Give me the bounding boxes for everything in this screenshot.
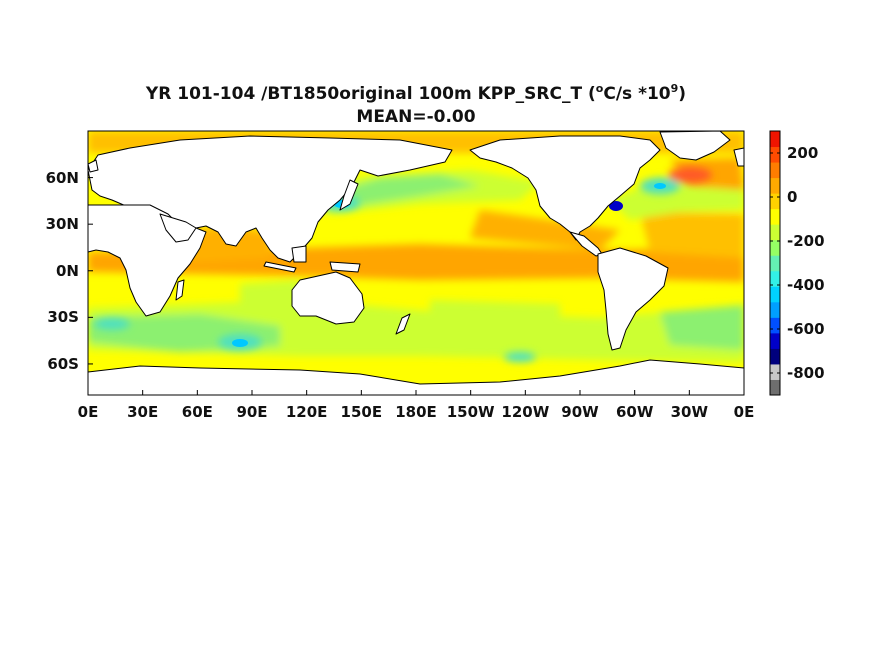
colorbar-tick-label: 0: [787, 188, 798, 206]
colorbar-segment: [770, 208, 780, 225]
colorbar-segment: [770, 363, 780, 380]
colorbar-segment: [770, 146, 780, 163]
colorbar: [770, 131, 780, 396]
colorbar-segment: [770, 317, 780, 334]
x-axis-ticks: [87, 390, 745, 395]
x-tick-label: 120W: [501, 403, 550, 421]
colorbar-tick-label: -200: [787, 232, 825, 250]
colorbar-tick-label: -800: [787, 364, 825, 382]
x-tick-label: 90W: [561, 403, 599, 421]
y-tick-label: 60N: [45, 168, 79, 187]
x-tick-label: 60E: [181, 403, 213, 421]
x-tick-label: 150W: [446, 403, 495, 421]
chart-subtitle-mean: MEAN=-0.00: [356, 107, 476, 127]
x-tick-label: 0E: [733, 403, 755, 421]
colorbar-segment: [770, 379, 780, 396]
colorbar-tick-label: -600: [787, 320, 825, 338]
x-tick-label: 30W: [670, 403, 709, 421]
x-tick-label: 60W: [615, 403, 654, 421]
x-tick-label: 120E: [285, 403, 328, 421]
x-tick-label: 90E: [236, 403, 268, 421]
colorbar-tick-label: -400: [787, 276, 825, 294]
x-tick-label: 30E: [127, 403, 159, 421]
x-tick-label: 150E: [340, 403, 383, 421]
y-axis-ticks: [88, 177, 93, 365]
x-tick-label: 0E: [77, 403, 99, 421]
colorbar-segment: [770, 162, 780, 179]
y-tick-label: 0N: [56, 261, 79, 280]
colorbar-segment: [770, 301, 780, 318]
colorbar-segment: [770, 332, 780, 349]
colorbar-tick-label: 200: [787, 144, 819, 162]
x-tick-label: 180E: [395, 403, 437, 421]
colorbar-segment: [770, 286, 780, 303]
y-tick-label: 30S: [47, 308, 79, 327]
colorbar-segment: [770, 193, 780, 210]
y-tick-label: 30N: [45, 215, 79, 234]
colorbar-segment: [770, 239, 780, 256]
land-masses: [88, 131, 744, 395]
colorbar-ticks: [770, 152, 780, 374]
colorbar-segment: [770, 131, 780, 148]
temperature-tendency-field: [88, 131, 744, 395]
colorbar-segment: [770, 348, 780, 365]
colorbar-segment: [770, 270, 780, 287]
y-tick-label: 60S: [47, 354, 79, 373]
colorbar-segment: [770, 224, 780, 241]
colorbar-segment: [770, 177, 780, 194]
colorbar-segment: [770, 255, 780, 272]
colorbar-frame: [769, 130, 781, 396]
chart-title: YR 101-104 /BT1850original 100m KPP_SRC_…: [145, 82, 687, 104]
